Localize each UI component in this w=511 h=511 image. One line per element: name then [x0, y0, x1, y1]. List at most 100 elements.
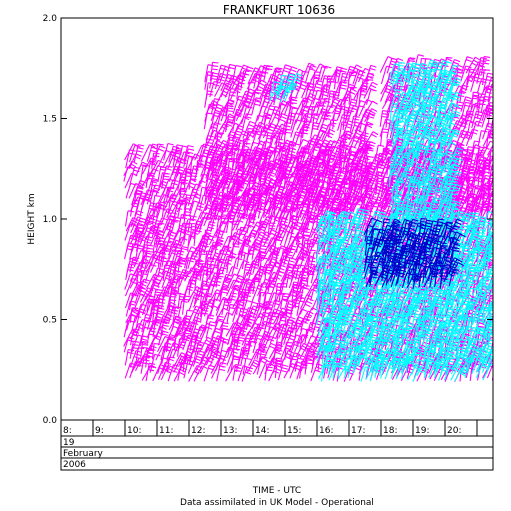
wind-barb: [374, 144, 385, 163]
wind-barb: [171, 196, 187, 213]
wind-barb: [357, 348, 367, 367]
date-day: 19: [63, 438, 75, 448]
wind-barb: [386, 57, 398, 74]
wind-barb: [425, 115, 436, 133]
wind-barb: [447, 129, 460, 146]
wind-barb: [494, 147, 506, 164]
wind-barb: [410, 176, 424, 192]
wind-barb: [242, 88, 256, 107]
wind-barb: [407, 70, 416, 90]
wind-barb: [246, 301, 259, 319]
wind-barb: [423, 263, 438, 280]
wind-barb: [338, 72, 349, 92]
time-tick-label: 10:: [127, 426, 141, 436]
wind-barb: [349, 318, 363, 334]
wind-barb: [284, 257, 296, 274]
wind-barb: [305, 147, 318, 163]
wind-barb: [391, 127, 405, 144]
wind-barb: [277, 364, 289, 381]
wind-barb: [447, 211, 462, 228]
wind-barb: [459, 130, 473, 147]
wind-barb: [123, 160, 138, 176]
wind-barb: [146, 295, 156, 312]
y-tick-label: 2.0: [43, 14, 58, 24]
wind-barb: [448, 58, 461, 75]
wind-barb: [189, 258, 204, 274]
wind-barb: [364, 161, 378, 179]
wind-barb: [301, 120, 311, 139]
wind-barb: [391, 221, 401, 241]
wind-barb: [295, 245, 309, 261]
wind-barb: [449, 120, 463, 137]
wind-barb: [466, 267, 477, 285]
wind-barb: [171, 315, 182, 332]
wind-barb: [455, 129, 468, 148]
wind-barb: [337, 358, 348, 377]
wind-barb: [379, 110, 389, 127]
wind-barb: [461, 301, 474, 319]
wind-barb: [263, 162, 276, 181]
wind-barb: [364, 149, 374, 165]
wind-barb: [401, 62, 414, 80]
wind-barb: [471, 282, 485, 297]
wind-barb: [259, 147, 271, 164]
wind-barb: [390, 337, 401, 353]
wind-barb: [353, 262, 368, 280]
wind-barb: [395, 269, 407, 286]
wind-barb: [133, 144, 145, 163]
wind-barb: [315, 179, 327, 196]
wind-barb: [283, 128, 292, 147]
wind-barb: [475, 146, 486, 165]
wind-barb: [488, 202, 493, 212]
wind-barb: [240, 70, 250, 89]
wind-barb: [321, 358, 334, 375]
wind-barb: [242, 263, 252, 280]
wind-barb: [214, 307, 229, 324]
wind-barb: [236, 259, 250, 276]
wind-barb: [390, 171, 399, 189]
wind-barb: [241, 299, 253, 318]
wind-barb: [311, 79, 323, 99]
wind-barb: [449, 170, 463, 187]
wind-barb: [439, 319, 452, 337]
wind-barb: [481, 233, 493, 251]
wind-barb: [491, 264, 493, 269]
wind-barb: [352, 69, 364, 85]
wind-barb: [487, 209, 493, 224]
wind-barb: [443, 300, 454, 317]
wind-barb: [251, 243, 261, 260]
wind-barb: [363, 197, 377, 213]
wind-barb: [188, 267, 202, 283]
wind-barb: [492, 188, 493, 190]
wind-barb: [443, 68, 458, 86]
wind-barb: [332, 177, 344, 196]
wind-barb: [247, 67, 261, 85]
wind-barb: [125, 217, 139, 232]
wind-barb: [385, 248, 398, 267]
wind-barb: [470, 91, 480, 110]
wind-barb: [231, 274, 245, 290]
wind-barb: [269, 124, 282, 140]
wind-barb: [150, 312, 164, 332]
wind-barb: [337, 275, 351, 291]
wind-barb: [304, 64, 317, 84]
wind-barb: [363, 123, 373, 141]
wind-barb: [433, 128, 448, 146]
wind-barb: [155, 143, 164, 160]
wind-barb: [214, 82, 228, 98]
wind-barb: [263, 185, 276, 205]
wind-barb: [263, 73, 278, 92]
wind-barb: [364, 131, 379, 146]
wind-barb: [358, 209, 370, 227]
wind-barb: [242, 142, 251, 161]
wind-barb: [258, 162, 270, 180]
wind-barb: [491, 243, 493, 248]
wind-barb: [406, 124, 419, 141]
wind-barb: [386, 175, 401, 194]
wind-barb: [209, 186, 221, 205]
wind-barb: [418, 198, 428, 218]
wind-barb: [487, 263, 493, 280]
wind-barb: [309, 138, 324, 157]
wind-barb: [146, 327, 157, 346]
wind-barb: [385, 329, 398, 346]
